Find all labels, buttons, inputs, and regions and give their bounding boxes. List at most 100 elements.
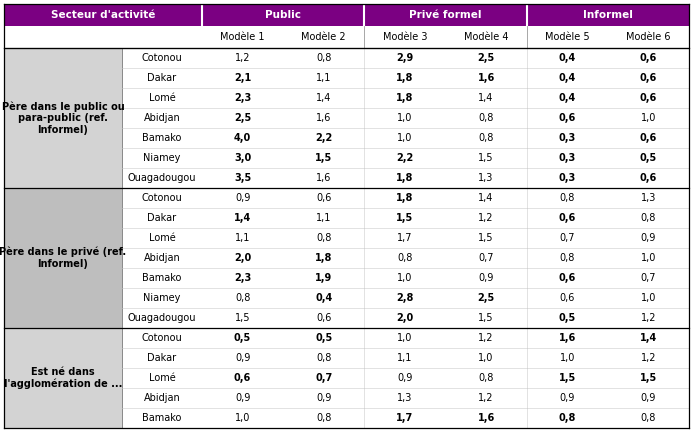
Text: Bamako: Bamako [142, 413, 182, 423]
Text: 1,4: 1,4 [316, 93, 331, 103]
Text: 1,0: 1,0 [397, 273, 412, 283]
Bar [4, 188, 122, 328]
Text: 0,6: 0,6 [559, 273, 576, 283]
Text: Lomé: Lomé [148, 93, 175, 103]
Text: 0,9: 0,9 [235, 193, 250, 203]
Text: 2,5: 2,5 [477, 53, 495, 63]
Text: Modèle 4: Modèle 4 [464, 32, 509, 42]
Text: Dakar: Dakar [148, 213, 177, 223]
Bar [4, 4, 689, 26]
Text: 1,5: 1,5 [559, 373, 576, 383]
Text: 1,2: 1,2 [640, 313, 656, 323]
Text: 0,7: 0,7 [478, 253, 494, 263]
Text: 0,6: 0,6 [640, 133, 657, 143]
Text: Modèle 2: Modèle 2 [301, 32, 346, 42]
Text: 0,6: 0,6 [640, 73, 657, 83]
Text: 1,8: 1,8 [396, 93, 414, 103]
Text: 1,4: 1,4 [234, 213, 251, 223]
Bar [4, 48, 122, 188]
Text: Père dans le public ou
para-public (ref.
Informel): Père dans le public ou para-public (ref.… [1, 101, 124, 135]
Text: 2,2: 2,2 [315, 133, 333, 143]
Text: 1,3: 1,3 [478, 173, 494, 183]
Text: 1,7: 1,7 [396, 413, 414, 423]
Bar [122, 288, 689, 308]
Text: Ouagadougou: Ouagadougou [128, 173, 196, 183]
Text: 0,6: 0,6 [559, 293, 575, 303]
Text: Modèle 3: Modèle 3 [383, 32, 427, 42]
Text: 1,0: 1,0 [397, 133, 412, 143]
Text: 0,7: 0,7 [315, 373, 333, 383]
Text: 0,5: 0,5 [234, 333, 251, 343]
Text: 0,8: 0,8 [235, 293, 250, 303]
Text: 0,9: 0,9 [559, 393, 575, 403]
Text: 2,5: 2,5 [234, 113, 251, 123]
Text: 2,0: 2,0 [396, 313, 414, 323]
Text: 1,0: 1,0 [641, 113, 656, 123]
Text: 0,5: 0,5 [315, 333, 333, 343]
Text: 0,9: 0,9 [235, 393, 250, 403]
Bar [122, 128, 689, 148]
Text: 0,8: 0,8 [316, 353, 331, 363]
Text: 1,0: 1,0 [397, 113, 412, 123]
Text: 2,2: 2,2 [396, 153, 414, 163]
Text: 2,3: 2,3 [234, 273, 251, 283]
Text: 0,3: 0,3 [559, 133, 576, 143]
Text: Modèle 5: Modèle 5 [545, 32, 590, 42]
Text: 0,8: 0,8 [559, 253, 575, 263]
Text: 1,1: 1,1 [316, 73, 331, 83]
Text: 1,0: 1,0 [559, 353, 575, 363]
Text: 0,4: 0,4 [559, 93, 576, 103]
Text: 1,6: 1,6 [316, 173, 331, 183]
Text: 0,4: 0,4 [559, 73, 576, 83]
Text: 0,8: 0,8 [478, 373, 494, 383]
Text: Abidjan: Abidjan [143, 393, 180, 403]
Text: 2,5: 2,5 [477, 293, 495, 303]
Bar [122, 268, 689, 288]
Text: Modèle 1: Modèle 1 [220, 32, 265, 42]
Bar [122, 348, 689, 368]
Text: 1,2: 1,2 [478, 393, 494, 403]
Text: 1,9: 1,9 [315, 273, 333, 283]
Text: 1,4: 1,4 [478, 93, 494, 103]
Text: Est né dans
l'agglomération de ...: Est né dans l'agglomération de ... [4, 367, 122, 389]
Text: 2,1: 2,1 [234, 73, 251, 83]
Bar [122, 248, 689, 268]
Text: 0,6: 0,6 [640, 93, 657, 103]
Text: 0,9: 0,9 [316, 393, 331, 403]
Text: Secteur d'activité: Secteur d'activité [51, 10, 155, 20]
Text: 1,1: 1,1 [316, 213, 331, 223]
Text: 0,6: 0,6 [559, 113, 576, 123]
Text: 0,9: 0,9 [641, 393, 656, 403]
Text: 1,0: 1,0 [641, 253, 656, 263]
Text: 0,8: 0,8 [641, 413, 656, 423]
Text: Dakar: Dakar [148, 353, 177, 363]
Text: 1,0: 1,0 [478, 353, 494, 363]
Text: 2,8: 2,8 [396, 293, 414, 303]
Text: 1,5: 1,5 [640, 373, 657, 383]
Text: 1,3: 1,3 [641, 193, 656, 203]
Text: Bamako: Bamako [142, 273, 182, 283]
Text: 1,2: 1,2 [478, 333, 494, 343]
Text: 1,1: 1,1 [397, 353, 412, 363]
Text: 0,9: 0,9 [235, 353, 250, 363]
Bar [122, 108, 689, 128]
Text: Privé formel: Privé formel [410, 10, 482, 20]
Bar [122, 388, 689, 408]
Text: 1,7: 1,7 [397, 233, 412, 243]
Text: 1,2: 1,2 [235, 53, 250, 63]
Text: 0,8: 0,8 [316, 53, 331, 63]
Text: 0,5: 0,5 [559, 313, 576, 323]
Text: 3,0: 3,0 [234, 153, 251, 163]
Text: 0,8: 0,8 [316, 233, 331, 243]
Text: 0,7: 0,7 [559, 233, 575, 243]
Text: Modèle 6: Modèle 6 [626, 32, 671, 42]
Bar [122, 168, 689, 188]
Text: Public: Public [265, 10, 301, 20]
Text: 1,0: 1,0 [641, 293, 656, 303]
Text: 1,3: 1,3 [397, 393, 412, 403]
Text: 1,5: 1,5 [396, 213, 414, 223]
Text: 1,6: 1,6 [477, 413, 495, 423]
Text: 1,6: 1,6 [559, 333, 576, 343]
Text: Informel: Informel [583, 10, 633, 20]
Text: 1,5: 1,5 [478, 153, 494, 163]
